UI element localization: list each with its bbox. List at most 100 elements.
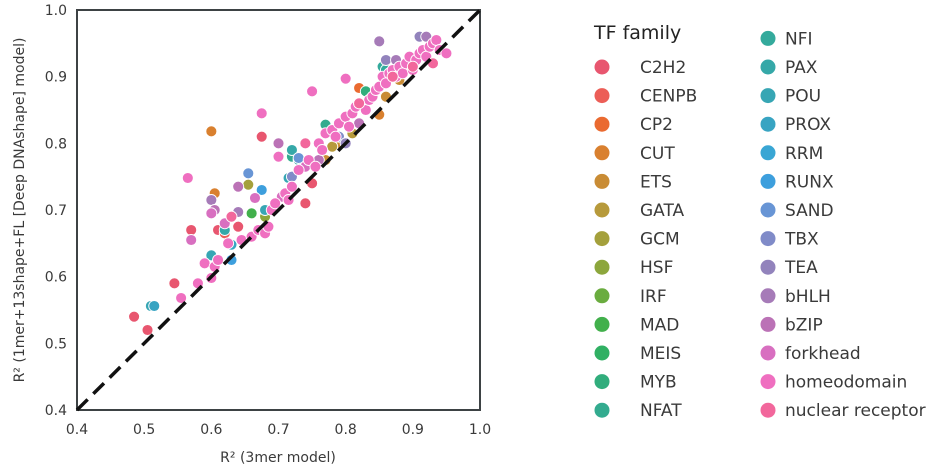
legend-marker [760,88,776,104]
data-point-c2h2 [255,130,268,143]
data-point-homeodomain [269,197,282,210]
data-point-homeodomain [212,254,225,266]
data-point-bzip [272,137,285,150]
data-point-homeodomain [292,164,305,176]
data-point-homeodomain [440,47,453,60]
data-point-homeodomain [198,257,211,270]
x-tick-label: 1.0 [469,422,491,438]
data-point-c2h2 [168,277,181,290]
legend-marker [760,345,776,361]
legend-marker [594,116,610,132]
data-point-nuclear-receptor [406,60,419,73]
legend-marker [594,173,610,189]
legend-marker [760,59,776,75]
y-tick-label: 1.0 [45,3,67,19]
data-point-prox [148,300,161,312]
x-tick-label: 0.6 [200,422,222,438]
data-point-bhlh [373,35,386,48]
data-point-homeodomain [339,72,352,85]
legend-label: C2H2 [640,58,686,78]
data-point-homeodomain [306,85,319,98]
x-tick-label: 0.4 [66,422,88,438]
diagonal-reference-line [75,8,482,412]
data-point-nuclear-receptor [386,70,399,83]
legend-label: GATA [640,201,685,221]
legend-label: NFAT [640,401,682,421]
y-tick-label: 0.8 [45,136,67,152]
legend-label: IRF [640,287,667,307]
data-point-homeodomain [255,107,268,120]
x-tick-label: 0.8 [335,422,357,438]
y-axis-ticks: 0.4 0.5 0.6 0.7 0.8 0.9 1.0 [45,3,67,419]
y-tick-label: 0.6 [45,270,67,286]
legend-marker [760,316,776,332]
legend-label: CUT [640,144,675,164]
data-point-c2h2 [185,224,198,236]
data-point-homeodomain [329,130,342,143]
data-point-homeodomain [309,160,322,173]
legend-marker [594,259,610,275]
legend-marker [594,202,610,218]
legend-label: CENPB [640,87,697,107]
legend-marker [594,145,610,161]
data-point-c2h2 [128,310,141,323]
x-tick-label: 0.5 [133,422,155,438]
data-point-homeodomain [181,172,194,184]
data-point-pax [285,144,298,156]
y-tick-label: 0.9 [45,70,67,86]
x-axis-ticks: 0.4 0.5 0.6 0.7 0.8 0.9 1.0 [66,422,491,438]
legend-label: forkhead [785,344,861,364]
data-point-forkhead [205,207,218,220]
legend-label: RRM [785,144,823,164]
data-point-runx [255,184,268,196]
legend-label: SAND [785,201,834,221]
legend-label: NFI [785,29,813,49]
legend: C2H2 CENPB CP2 CUT ETS GATA GCM HSF IRF MAD MEIS MY… [594,29,926,421]
data-point-c2h2 [141,324,154,336]
legend-label: RUNX [785,172,834,192]
legend-marker [594,288,610,304]
y-tick-label: 0.7 [45,203,67,219]
data-point-homeodomain [396,67,409,80]
legend-marker [594,88,610,104]
legend-label: CP2 [640,115,673,135]
legend-label: ETS [640,172,672,192]
x-tick-label: 0.7 [267,422,289,438]
data-point-nuclear-receptor [353,97,366,110]
data-point-c2h2 [299,197,312,210]
data-point-nuclear-receptor [225,210,238,223]
y-tick-label: 0.4 [45,403,67,419]
x-axis-label: R² (3mer model) [220,450,336,466]
data-point-cut [205,125,218,138]
data-point-gata [326,140,339,153]
legend-title: TF family [593,22,681,44]
legend-label: bZIP [785,315,823,335]
data-point-gcm [242,178,255,191]
data-point-homeodomain [272,150,285,163]
legend-marker [594,59,610,75]
legend-marker [760,374,776,390]
legend-marker [760,116,776,132]
legend-label: PROX [785,115,831,135]
legend-marker [594,402,610,418]
data-point-c2h2 [232,220,245,233]
data-point-homeodomain [343,120,355,133]
legend-marker [594,345,610,361]
data-point-homeodomain [222,237,235,250]
data-point-homeodomain [316,144,329,156]
data-point-forkhead [249,192,261,204]
legend-label: MEIS [640,344,681,364]
legend-label: MYB [640,373,677,393]
legend-marker [760,202,776,218]
legend-marker [760,231,776,247]
legend-marker [760,173,776,189]
data-point-bhlh [205,194,218,206]
data-point-nuclear-receptor [299,137,312,150]
y-axis-label: R² (1mer+13shape+FL [Deep DNAshape] mode… [12,38,28,383]
legend-label: bHLH [785,287,831,307]
legend-label: HSF [640,258,673,278]
data-point-tea [380,54,392,66]
legend-marker [594,316,610,332]
legend-label: PAX [785,58,818,78]
